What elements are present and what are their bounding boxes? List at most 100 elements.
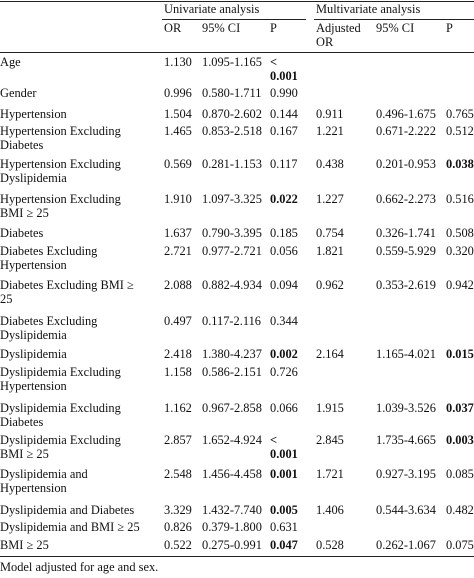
row-p-value: 0.022	[270, 192, 298, 206]
univariate-group-header: Univariate analysis	[164, 2, 260, 16]
row-or-value: 1.504	[164, 107, 192, 121]
row-adjusted-ci-value: 0.262-1.067	[376, 538, 436, 552]
row-ci-value: 0.117-2.116	[202, 314, 261, 328]
row-ci-value: 0.977-2.721	[202, 244, 262, 258]
row-or-value: 2.418	[164, 347, 192, 361]
col-header-adjusted-or: OR	[316, 35, 334, 49]
col-header-or: OR	[164, 21, 182, 35]
row-adjusted-ci-value: 0.662-2.273	[376, 192, 436, 206]
row-ci-value: 0.379-1.800	[202, 520, 262, 534]
row-or-value: 2.548	[164, 467, 192, 481]
row-label: Dyslipidemia Excluding	[0, 433, 121, 447]
row-label: Hypertension	[0, 379, 67, 393]
row-adjusted-ci-value: 0.544-3.634	[376, 503, 436, 517]
row-or-value: 2.721	[164, 244, 192, 258]
row-label: Diabetes Excluding BMI ≥	[0, 278, 134, 292]
row-label: Diabetes Excluding	[0, 314, 98, 328]
row-label: Diabetes Excluding	[0, 244, 98, 258]
row-label: Hypertension Excluding	[0, 157, 121, 171]
row-ci-value: 0.853-2.518	[202, 124, 262, 138]
row-adjusted-or-value: 1.915	[316, 401, 344, 415]
row-adjusted-p-value: 0.015	[446, 347, 474, 361]
row-ci-value: 1.432-7.740	[202, 503, 262, 517]
row-adjusted-p-value: 0.003	[446, 433, 474, 447]
row-adjusted-or-value: 2.845	[316, 433, 344, 447]
row-label: 25	[0, 292, 13, 306]
row-adjusted-p-value: 0.765	[446, 107, 474, 121]
row-or-value: 0.996	[164, 86, 192, 100]
row-ci-value: 1.652-4.924	[202, 433, 262, 447]
row-adjusted-ci-value: 0.326-1.741	[376, 226, 436, 240]
row-adjusted-or-value: 1.406	[316, 503, 344, 517]
row-ci-value: 0.580-1.711	[202, 86, 262, 100]
row-adjusted-ci-value: 1.165-4.021	[376, 347, 436, 361]
col-header-p-multivariate: P	[446, 21, 453, 35]
row-label: Dyslipidemia	[0, 328, 67, 342]
row-p-value: 0.002	[270, 347, 298, 361]
row-label: Hypertension	[0, 107, 67, 121]
row-or-value: 1.637	[164, 226, 192, 240]
row-adjusted-ci-value: 0.671-2.222	[376, 124, 436, 138]
row-ci-value: 0.275-0.991	[202, 538, 262, 552]
row-ci-value: 0.882-4.934	[202, 278, 262, 292]
row-p-value: 0.185	[270, 226, 298, 240]
row-p-value: 0.047	[270, 538, 298, 552]
row-p-value: 0.066	[270, 401, 298, 415]
row-label: BMI ≥ 25	[0, 206, 49, 220]
row-adjusted-or-value: 0.962	[316, 278, 344, 292]
row-label: BMI ≥ 25	[0, 447, 49, 461]
row-p-value: 0.344	[270, 314, 298, 328]
table-top-rule	[0, 1, 474, 2]
row-adjusted-or-value: 1.721	[316, 467, 344, 481]
row-label: Hypertension Excluding	[0, 192, 121, 206]
row-ci-value: 1.380-4.237	[202, 347, 262, 361]
row-or-value: 2.088	[164, 278, 192, 292]
row-adjusted-ci-value: 1.039-3.526	[376, 401, 436, 415]
row-adjusted-ci-value: 0.927-3.195	[376, 467, 436, 481]
row-adjusted-or-value: 0.528	[316, 538, 344, 552]
row-label: Dyslipidemia Excluding	[0, 401, 121, 415]
row-p-value: 0.094	[270, 278, 298, 292]
row-p-value: 0.001	[270, 467, 298, 481]
row-ci-value: 0.967-2.858	[202, 401, 262, 415]
row-adjusted-p-value: 0.482	[446, 503, 474, 517]
row-p-value: <	[270, 433, 278, 447]
row-adjusted-or-value: 0.754	[316, 226, 344, 240]
row-or-value: 3.329	[164, 503, 192, 517]
row-label: Dyslipidemia and BMI ≥ 25	[0, 520, 140, 534]
row-label: Hypertension Excluding	[0, 124, 121, 138]
col-header-adjusted-or: Adjusted	[316, 21, 361, 35]
row-ci-value: 0.790-3.395	[202, 226, 262, 240]
header-bottom-rule	[0, 52, 474, 53]
row-adjusted-ci-value: 1.735-4.665	[376, 433, 436, 447]
row-ci-value: 0.281-1.153	[202, 157, 262, 171]
row-p-value: <	[270, 55, 278, 69]
row-or-value: 1.910	[164, 192, 192, 206]
row-adjusted-p-value: 0.085	[446, 467, 474, 481]
row-p-value: 0.056	[270, 244, 298, 258]
row-adjusted-ci-value: 0.496-1.675	[376, 107, 436, 121]
row-adjusted-p-value: 0.942	[446, 278, 474, 292]
row-ci-value: 0.870-2.602	[202, 107, 262, 121]
row-adjusted-ci-value: 0.353-2.619	[376, 278, 436, 292]
row-ci-value: 1.456-4.458	[202, 467, 262, 481]
row-adjusted-or-value: 2.164	[316, 347, 344, 361]
univariate-group-rule	[162, 19, 306, 20]
row-adjusted-or-value: 1.227	[316, 192, 344, 206]
table-bottom-rule	[0, 556, 474, 557]
row-p-value: 0.117	[270, 157, 298, 171]
row-or-value: 1.162	[164, 401, 192, 415]
row-adjusted-or-value: 0.438	[316, 157, 344, 171]
row-label: Dyslipidemia	[0, 171, 67, 185]
row-label: Hypertension	[0, 258, 67, 272]
row-adjusted-p-value: 0.038	[446, 157, 474, 171]
row-or-value: 1.158	[164, 365, 192, 379]
col-header-ci-multivariate: 95% CI	[376, 21, 415, 35]
row-or-value: 0.497	[164, 314, 192, 328]
multivariate-group-rule	[314, 19, 474, 20]
row-adjusted-p-value: 0.508	[446, 226, 474, 240]
row-label: Dyslipidemia	[0, 347, 67, 361]
row-p-value: 0.726	[270, 365, 298, 379]
row-adjusted-p-value: 0.516	[446, 192, 474, 206]
